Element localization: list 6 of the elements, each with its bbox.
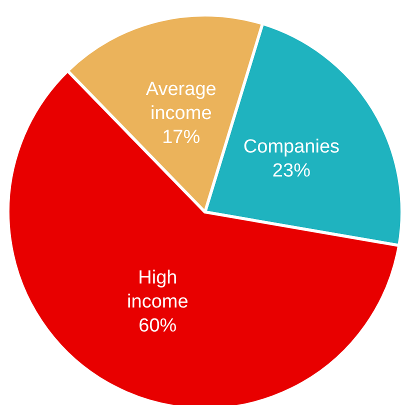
data-label: 17% [162, 126, 200, 148]
data-label: 60% [138, 315, 177, 336]
data-label: 23% [272, 160, 311, 182]
slice-label: Companies [243, 136, 340, 158]
slice-label: Average income [146, 78, 216, 124]
slice-label: High income [127, 267, 188, 312]
